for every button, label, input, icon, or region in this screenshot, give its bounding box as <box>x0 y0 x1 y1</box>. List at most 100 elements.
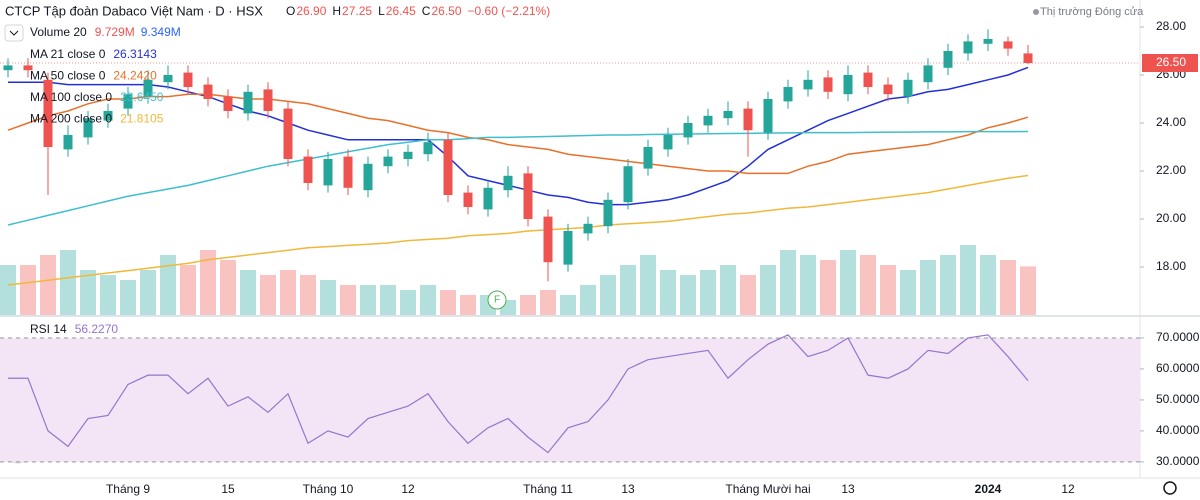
candle-body <box>83 118 93 138</box>
candle-body <box>703 115 713 126</box>
candle-body <box>823 77 833 92</box>
volume-bar <box>700 270 716 315</box>
candle-body <box>163 75 173 83</box>
rsi-value: 56.2270 <box>75 322 119 336</box>
candle-body <box>923 65 933 83</box>
volume-bar <box>360 285 376 315</box>
volume-bar <box>240 270 256 315</box>
ma-line <box>7 130 1029 226</box>
candle-body <box>263 89 273 111</box>
volume-bar <box>460 295 476 315</box>
legend-value: 9.729M <box>95 25 135 39</box>
volume-bar <box>580 285 596 315</box>
collapse-button[interactable] <box>4 24 24 42</box>
settings-icon[interactable] <box>1163 481 1177 495</box>
volume-bar <box>260 275 276 315</box>
volume-bar <box>100 275 116 315</box>
volume-bar <box>400 290 416 315</box>
volume-bar <box>320 280 336 315</box>
x-tick-label: 2024 <box>975 482 1002 496</box>
candle-body <box>283 108 293 159</box>
candle-body <box>763 99 773 133</box>
candle-body <box>323 159 333 186</box>
volume-bar <box>640 255 656 315</box>
volume-bar <box>420 285 436 315</box>
candle-body <box>303 156 313 183</box>
candle-body <box>343 156 353 188</box>
ohlc-value: 26.90 <box>296 4 326 18</box>
candle-body <box>743 108 753 131</box>
volume-bar <box>780 250 796 315</box>
candle-body <box>363 163 373 191</box>
ma-line <box>8 66 1029 206</box>
volume-bar <box>0 265 16 315</box>
candle-body <box>243 91 253 114</box>
candle-body <box>63 135 73 150</box>
candle-body <box>583 223 593 234</box>
volume-bar <box>620 265 636 315</box>
candle-body <box>203 84 213 99</box>
candle-body <box>1003 41 1013 49</box>
x-tick-label: Tháng 11 <box>523 482 573 496</box>
volume-bar <box>300 275 316 315</box>
candle-body <box>963 41 973 54</box>
y-tick-label: 70.0000 <box>1156 330 1200 344</box>
y-tick-label: 20.00 <box>1156 211 1186 225</box>
candle-body <box>783 87 793 102</box>
candle-body <box>983 39 993 44</box>
candle-body <box>143 79 153 97</box>
volume-bar <box>920 260 936 315</box>
legend-value: 26.3143 <box>113 47 157 61</box>
volume-bar <box>600 275 616 315</box>
volume-bar <box>340 285 356 315</box>
candle-body <box>623 166 633 203</box>
volume-bar <box>540 290 556 315</box>
volume-bar <box>960 245 976 315</box>
market-status: Thị trường Đóng cửa <box>1040 6 1144 18</box>
ohlc-label: O <box>286 4 295 18</box>
x-tick-label: 12 <box>401 482 415 496</box>
ma-line <box>7 93 1029 175</box>
candle-body <box>103 111 113 121</box>
volume-bar <box>220 260 236 315</box>
ohlc-value: 27.25 <box>342 4 372 18</box>
x-tick-label: 15 <box>221 482 235 496</box>
rsi-line <box>8 334 1029 454</box>
candle-body <box>883 84 893 95</box>
legend-name: MA 200 close 0 <box>30 112 112 126</box>
volume-bar <box>380 285 396 315</box>
y-tick-label: 22.00 <box>1156 163 1186 177</box>
candle-body <box>23 65 33 71</box>
x-tick-label: Tháng 10 <box>303 482 354 496</box>
legend-value: 21.8105 <box>120 112 164 126</box>
volume-bar <box>760 265 776 315</box>
candle-body <box>403 151 413 159</box>
volume-bar <box>720 265 736 315</box>
volume-bar <box>20 265 36 315</box>
x-tick-label: 13 <box>841 482 855 496</box>
legend-value: 23.6450 <box>120 90 164 104</box>
candle-body <box>943 51 953 68</box>
volume-bar <box>900 270 916 315</box>
volume-bar <box>800 255 816 315</box>
volume-bar <box>280 270 296 315</box>
collapse-icon <box>9 30 19 36</box>
volume-bar <box>520 295 536 315</box>
x-tick-label: 12 <box>1061 482 1075 496</box>
volume-bar <box>80 270 96 315</box>
candle-body <box>523 173 533 219</box>
status-dot <box>1033 9 1039 15</box>
candle-body <box>183 72 193 87</box>
volume-bar <box>440 290 456 315</box>
legend-name: MA 21 close 0 <box>30 47 106 61</box>
volume-bar <box>980 255 996 315</box>
x-tick-label: 13 <box>621 482 635 496</box>
x-tick-label: Tháng 9 <box>106 482 150 496</box>
rsi-band <box>0 337 1140 462</box>
volume-bar <box>40 255 56 315</box>
candle-body <box>383 156 393 167</box>
candle-body <box>543 216 553 263</box>
candle-body <box>643 147 653 169</box>
volume-bar <box>140 270 156 315</box>
